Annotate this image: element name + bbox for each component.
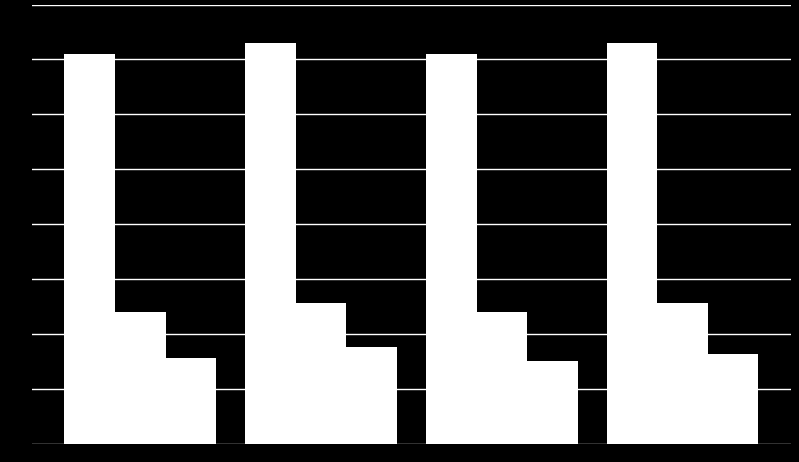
Bar [476,312,527,444]
Bar [296,303,347,444]
Bar [245,43,296,444]
Bar [606,43,658,444]
Bar [115,312,165,444]
Bar [708,353,758,444]
Bar [65,54,115,444]
Bar [658,303,708,444]
Bar [426,54,476,444]
Bar [165,358,217,444]
Bar [527,361,578,444]
Bar [347,347,397,444]
